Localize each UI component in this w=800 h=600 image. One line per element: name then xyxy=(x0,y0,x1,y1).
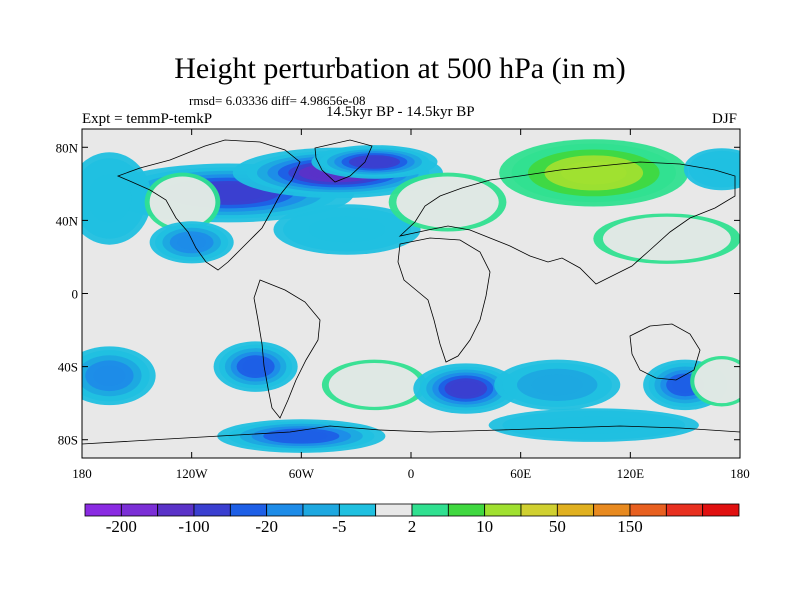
lon-tick-label: 180 xyxy=(72,466,92,481)
coastline-australia xyxy=(629,323,701,381)
lat-tick-label: 40N xyxy=(56,213,79,228)
lon-tick-label: 180 xyxy=(730,466,750,481)
lon-tick-label: 120W xyxy=(176,466,209,481)
colorbar-swatch xyxy=(84,503,122,517)
colorbar-swatch xyxy=(266,503,304,517)
colorbar-swatch xyxy=(520,503,558,517)
colorbar-swatch xyxy=(556,503,595,517)
lat-tick-label: 0 xyxy=(72,287,79,302)
colorbar-swatch xyxy=(375,503,413,517)
colorbar-swatch xyxy=(593,503,631,517)
lat-axis: 80N 40N 0 40S 80S xyxy=(56,140,740,448)
coastline-africa xyxy=(397,237,491,363)
colorbar-swatch xyxy=(411,503,449,517)
coastline-greenland xyxy=(314,139,373,183)
experiment-label: Expt = temmP-temkP xyxy=(82,111,213,127)
colorbar-label: 2 xyxy=(408,517,417,536)
anomaly-contour xyxy=(538,416,649,434)
lon-axis: 180 120W 60W 0 60E 120E 180 xyxy=(72,129,750,481)
colorbar-swatch xyxy=(447,503,486,517)
lon-tick-label: 0 xyxy=(408,466,415,481)
lon-tick-label: 60E xyxy=(510,466,531,481)
colorbar-swatch xyxy=(665,503,704,517)
colorbar-swatch xyxy=(338,503,377,517)
anomaly-contour xyxy=(396,176,499,228)
plot-title: Height perturbation at 500 hPa (in m) xyxy=(174,52,626,85)
colorbar-label: 10 xyxy=(476,517,493,536)
anomaly-contour xyxy=(87,174,132,223)
anomaly-contour xyxy=(560,161,627,185)
colorbar: -200 -100 -20 -5 2 10 50 150 xyxy=(84,503,740,536)
colorbar-label: 150 xyxy=(617,517,643,536)
anomaly-contour xyxy=(328,362,421,407)
colorbar-swatch xyxy=(120,503,159,517)
rmsd-diff-stats: rmsd= 6.03336 diff= 4.98656e-08 xyxy=(189,93,366,108)
colorbar-label: -20 xyxy=(255,517,278,536)
colorbar-swatch xyxy=(193,503,231,517)
colorbar-label: -100 xyxy=(178,517,209,536)
anomaly-contour xyxy=(450,381,482,396)
coastline-antarctica xyxy=(82,425,740,445)
coastline-south-america xyxy=(253,279,321,419)
lat-tick-label: 80S xyxy=(58,433,78,448)
lat-tick-label: 80N xyxy=(56,140,79,155)
colorbar-label: -200 xyxy=(106,517,137,536)
anomaly-contour xyxy=(694,359,740,404)
coastlines xyxy=(82,139,740,445)
anomaly-contour xyxy=(356,157,393,167)
colorbar-swatch xyxy=(229,503,268,517)
anomaly-contour xyxy=(177,235,207,250)
colorbar-label: 50 xyxy=(549,517,566,536)
anomaly-contour xyxy=(701,158,740,181)
lon-tick-label: 60W xyxy=(289,466,315,481)
anomaly-contour xyxy=(602,216,731,261)
anomaly-contour xyxy=(93,365,126,386)
anomaly-contour xyxy=(531,374,583,396)
anomaly-contour xyxy=(308,216,386,243)
colorbar-swatch xyxy=(702,503,740,517)
period-label: 14.5kyr BP - 14.5kyr BP xyxy=(326,104,475,120)
colorbar-swatch xyxy=(484,503,522,517)
anomaly-contour xyxy=(149,176,216,228)
colorbar-label: -5 xyxy=(332,517,346,536)
anomaly-contour xyxy=(275,430,328,442)
coastline-eurasia xyxy=(398,161,736,285)
colorbar-swatch xyxy=(302,503,340,517)
lon-tick-label: 120E xyxy=(617,466,645,481)
coastline-north-america xyxy=(116,139,301,271)
anomaly-contour xyxy=(242,358,269,375)
anomaly-field xyxy=(82,129,740,458)
colorbar-swatch xyxy=(157,503,195,517)
season-label: DJF xyxy=(712,111,738,127)
colorbar-swatch xyxy=(629,503,667,517)
lat-tick-label: 40S xyxy=(58,360,78,375)
